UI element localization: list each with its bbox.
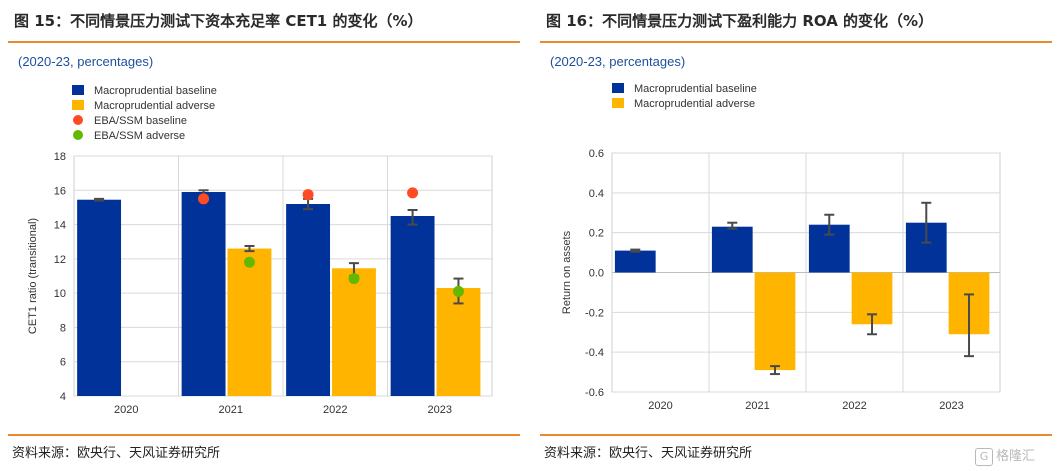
y-tick-label: -0.4 — [585, 347, 604, 359]
legend-label: EBA/SSM adverse — [94, 130, 185, 142]
roa-panel: 图 16：不同情景压力测试下盈利能力 ROA 的变化（%） (2020-23, … — [540, 0, 1054, 471]
y-tick-label: -0.6 — [585, 387, 604, 399]
y-tick-label: 16 — [54, 185, 66, 197]
marker-eba-ssm-adverse — [348, 273, 360, 285]
roa-chart: -0.6 -0.4 -0.2 0.0 0.2 0.4 0.6 Return on assets… — [561, 83, 1001, 412]
y-tick-label: 0.2 — [589, 228, 604, 240]
watermark-logo: G 格隆汇 — [975, 445, 1051, 467]
x-tick-label: 2023 — [428, 404, 452, 416]
legend-label: Macroprudential adverse — [94, 100, 215, 112]
y-axis-label: CET1 ratio (transitional) — [27, 218, 39, 334]
y-axis-label: Return on assets — [561, 230, 573, 314]
chart-subtitle: (2020-23, percentages) — [550, 54, 686, 69]
logo-icon: G — [975, 447, 993, 466]
x-tick-label: 2022 — [323, 404, 347, 416]
bar-macroprudential-baseline — [711, 226, 753, 273]
chart-subtitle: (2020-23, percentages) — [18, 54, 154, 69]
y-tick-label: 8 — [60, 322, 66, 334]
cet1-chart: 4 6 8 10 12 14 16 18 CET1 ratio (transitional) 20… — [27, 85, 493, 416]
marker-eba-ssm-baseline — [302, 189, 314, 201]
x-tick-label: 2021 — [219, 404, 243, 416]
legend-label: EBA/SSM baseline — [94, 115, 187, 127]
cet1-panel: 图 15：不同情景压力测试下资本充足率 CET1 的变化（%） (2020-23… — [8, 0, 522, 471]
legend-swatch — [72, 100, 84, 110]
y-tick-label: 10 — [54, 288, 66, 300]
y-tick-label: 0.6 — [589, 148, 604, 160]
marker-eba-ssm-adverse — [243, 256, 255, 268]
marker-eba-ssm-adverse — [452, 285, 464, 297]
x-tick-label: 2023 — [939, 400, 963, 412]
legend-label: Macroprudential baseline — [94, 85, 217, 97]
legend-label: Macroprudential adverse — [634, 98, 755, 110]
y-tick-label: 18 — [54, 151, 66, 163]
legend-marker — [73, 130, 83, 140]
bar-macroprudential-baseline — [390, 216, 435, 396]
bottom-rule — [8, 434, 520, 436]
bar-macroprudential-adverse — [754, 272, 796, 371]
bar-macroprudential-baseline — [181, 192, 226, 396]
figure-title: 图 15：不同情景压力测试下资本充足率 CET1 的变化（%） — [14, 12, 423, 30]
bottom-rule — [540, 434, 1052, 436]
y-tick-label: 0.0 — [589, 268, 604, 280]
y-tick-label: 14 — [54, 220, 66, 232]
x-tick-label: 2020 — [114, 404, 138, 416]
bar-macroprudential-baseline — [614, 250, 656, 273]
x-tick-label: 2022 — [842, 400, 866, 412]
bar-macroprudential-adverse — [227, 248, 272, 396]
marker-eba-ssm-baseline — [407, 187, 419, 199]
y-tick-label: 6 — [60, 357, 66, 369]
source-note: 资料来源：欧央行、天风证券研究所 — [544, 446, 753, 461]
bar-macroprudential-baseline — [77, 199, 122, 396]
y-tick-label: 4 — [60, 391, 66, 403]
watermark-text: 格隆汇 — [996, 449, 1036, 464]
legend-marker — [73, 115, 83, 125]
legend-label: Macroprudential baseline — [634, 83, 757, 95]
y-tick-label: 12 — [54, 254, 66, 266]
figure-title: 图 16：不同情景压力测试下盈利能力 ROA 的变化（%） — [546, 12, 934, 30]
bar-macroprudential-adverse — [436, 288, 481, 396]
x-tick-label: 2020 — [648, 400, 672, 412]
legend-swatch — [612, 98, 624, 108]
bar-macroprudential-baseline — [286, 204, 331, 396]
source-note: 资料来源：欧央行、天风证券研究所 — [12, 446, 221, 461]
top-rule — [8, 41, 520, 43]
marker-eba-ssm-baseline — [198, 193, 210, 205]
bar-macroprudential-adverse — [332, 268, 376, 396]
y-tick-label: 0.4 — [589, 188, 604, 200]
x-tick-label: 2021 — [745, 400, 769, 412]
top-rule — [540, 41, 1052, 43]
y-tick-label: -0.2 — [585, 307, 604, 319]
legend-swatch — [612, 83, 624, 93]
legend-swatch — [72, 85, 84, 95]
